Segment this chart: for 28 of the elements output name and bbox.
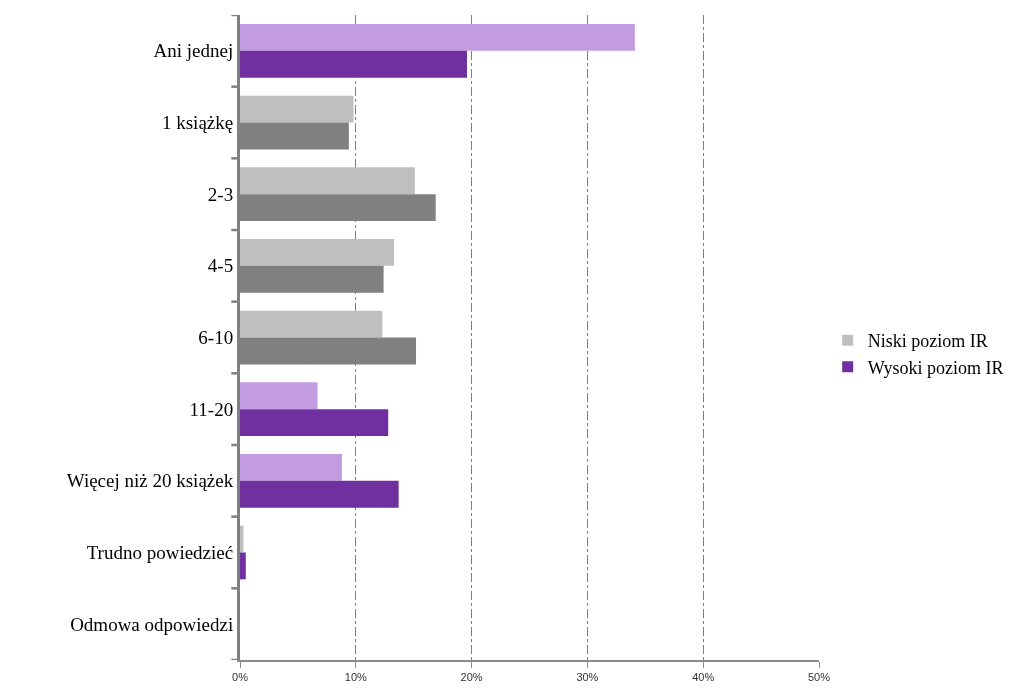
x-tick-label: 10% bbox=[344, 670, 368, 683]
bar bbox=[240, 95, 354, 123]
y-tick-label: 6-10 bbox=[198, 327, 234, 349]
y-tick-label: Trudno powiedzieć bbox=[86, 542, 234, 564]
x-tick-label: 50% bbox=[807, 670, 831, 683]
x-tick-label: 30% bbox=[576, 670, 599, 683]
x-tick-label: 20% bbox=[460, 670, 483, 683]
bar bbox=[240, 382, 318, 410]
bar bbox=[240, 310, 383, 338]
bar bbox=[240, 167, 415, 195]
legend-label: Wysoki poziom IR bbox=[867, 357, 1004, 378]
y-tick-label: 4-5 bbox=[207, 255, 234, 277]
bar bbox=[240, 238, 395, 266]
y-tick-label: 11-20 bbox=[189, 398, 234, 420]
y-tick-label: Więcej niż 20 książek bbox=[66, 470, 234, 492]
legend-label: Niski poziom IR bbox=[867, 331, 988, 352]
bar bbox=[240, 552, 246, 580]
bar bbox=[240, 409, 389, 437]
bar bbox=[240, 480, 399, 508]
bar bbox=[240, 23, 635, 51]
y-tick-label: Ani jednej bbox=[153, 40, 234, 62]
x-tick-label: 40% bbox=[692, 670, 715, 683]
bar bbox=[240, 453, 342, 481]
y-tick-label: 1 książkę bbox=[161, 112, 234, 134]
bar bbox=[240, 50, 467, 78]
y-tick-label: Odmowa odpowiedzi bbox=[70, 613, 234, 635]
x-tick-label: 0% bbox=[232, 670, 249, 683]
y-tick-label: 2-3 bbox=[207, 183, 234, 205]
